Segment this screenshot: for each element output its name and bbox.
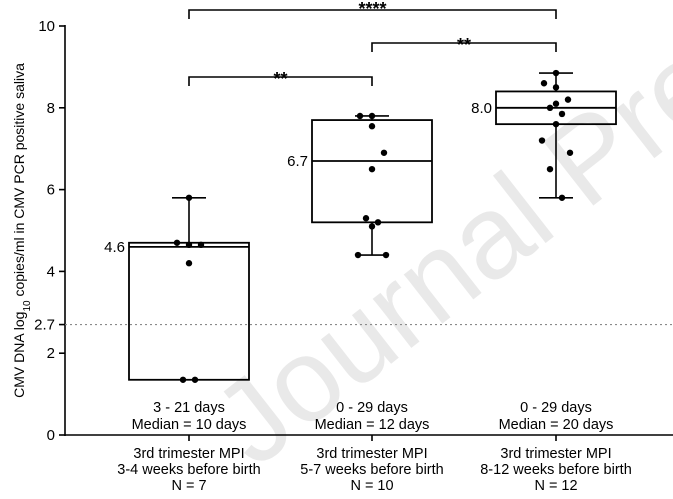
median-label: 6.7	[287, 153, 308, 170]
reference-line-label: 2.7	[34, 317, 55, 334]
data-point	[191, 376, 199, 383]
x-category-label: 3rd trimester MPI	[133, 446, 244, 462]
y-tick-label: 8	[47, 100, 55, 117]
data-point	[552, 100, 560, 107]
data-point	[566, 149, 574, 156]
x-category-label: 3rd trimester MPI	[500, 446, 611, 462]
significance-label: **	[457, 35, 471, 55]
box	[311, 119, 433, 224]
data-point	[558, 194, 566, 201]
significance-bracket	[188, 9, 557, 19]
y-tick-label: 0	[47, 427, 55, 444]
y-tick-label: 10	[38, 18, 55, 35]
y-tick-label: 6	[47, 182, 55, 199]
data-point	[197, 241, 205, 249]
data-point	[552, 69, 560, 77]
data-point	[552, 120, 560, 128]
group-median-text: Median = 12 days	[315, 417, 430, 433]
group-median-text: Median = 10 days	[132, 417, 247, 433]
data-point	[368, 123, 376, 130]
y-tick-label: 4	[47, 263, 55, 280]
x-category-label: 5-7 weeks before birth	[300, 462, 443, 478]
significance-bracket	[371, 42, 557, 52]
group-median-text: Median = 20 days	[499, 417, 614, 433]
data-point	[179, 376, 187, 383]
median-label: 4.6	[104, 239, 125, 256]
median-label: 8.0	[471, 100, 492, 117]
data-point	[354, 251, 362, 259]
x-category-label: 3-4 weeks before birth	[117, 462, 260, 478]
data-point	[564, 96, 572, 103]
x-category-label: N = 10	[350, 478, 393, 494]
x-category-label: N = 7	[171, 478, 206, 494]
significance-bracket	[188, 76, 373, 86]
y-axis-label: CMV DNA log10 copies/ml in CMV PCR posit…	[11, 63, 33, 398]
significance-label: **	[273, 69, 287, 89]
data-point	[382, 251, 390, 259]
data-point	[362, 215, 370, 222]
data-point	[374, 219, 382, 226]
data-point	[380, 149, 388, 156]
data-point	[356, 112, 364, 120]
data-point	[368, 112, 376, 120]
data-point	[368, 223, 376, 230]
data-point	[540, 80, 548, 87]
x-category-label: 8-12 weeks before birth	[480, 462, 632, 478]
data-point	[185, 241, 193, 249]
data-point	[538, 137, 546, 144]
x-category-label: N = 12	[534, 478, 577, 494]
data-point	[558, 110, 566, 118]
data-point	[546, 165, 554, 173]
data-point	[368, 165, 376, 173]
group-range-text: 0 - 29 days	[336, 400, 408, 416]
significance-label: ****	[358, 0, 386, 19]
data-point	[546, 104, 554, 112]
y-tick-label: 2	[47, 345, 55, 362]
data-point	[185, 194, 193, 201]
data-point	[185, 260, 193, 267]
data-point	[552, 84, 560, 91]
group-range-text: 0 - 29 days	[520, 400, 592, 416]
x-category-label: 3rd trimester MPI	[316, 446, 427, 462]
group-range-text: 3 - 21 days	[153, 400, 225, 416]
data-point	[173, 239, 181, 246]
